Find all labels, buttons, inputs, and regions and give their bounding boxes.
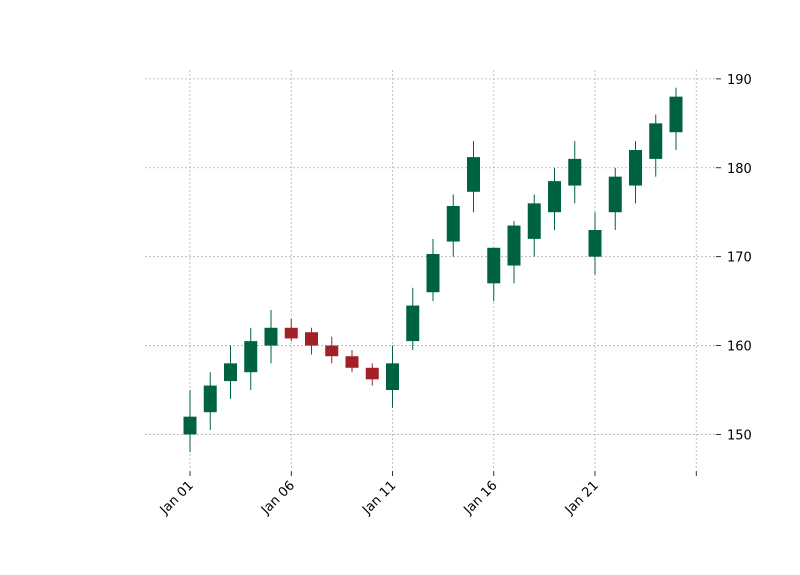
candle-body <box>608 176 622 213</box>
candle-body <box>649 123 663 159</box>
candle-body <box>264 327 278 346</box>
x-tick-label: Jan 16 <box>460 478 500 518</box>
candle-body <box>284 327 298 339</box>
x-tick-label: Jan 06 <box>258 478 298 518</box>
candle-body <box>365 367 379 380</box>
candle-body <box>629 150 642 186</box>
x-tick-label: Jan 21 <box>562 478 602 518</box>
candle-body <box>224 363 237 382</box>
candle-body <box>487 247 501 284</box>
y-tick-label: 170 <box>727 251 752 266</box>
candle-body <box>426 254 440 293</box>
candle-body <box>345 356 359 368</box>
candle-body <box>325 345 339 357</box>
candle-body <box>183 416 197 435</box>
candle-body <box>446 206 460 242</box>
y-tick-label: 190 <box>727 73 752 88</box>
candle-body <box>548 181 561 213</box>
candle-body <box>305 332 318 346</box>
candle-body <box>568 158 582 186</box>
y-tick-label: 150 <box>727 428 752 443</box>
candle-body <box>467 157 480 192</box>
candles <box>183 87 683 453</box>
candle-body <box>588 230 602 257</box>
candle-body <box>244 341 258 373</box>
candle-body <box>406 305 420 342</box>
y-tick-label: 160 <box>727 340 752 355</box>
candle-body <box>527 203 541 239</box>
axes <box>189 78 721 476</box>
candle-body <box>507 225 521 266</box>
candle-body <box>203 385 217 413</box>
x-tick-label: Jan 11 <box>359 478 399 518</box>
y-tick-label: 180 <box>727 162 752 177</box>
candle-body <box>386 363 399 390</box>
x-tick-label: Jan 01 <box>157 478 197 518</box>
candle-body <box>669 96 683 133</box>
tick-labels: 150 160 170 180 190 Jan 01 Jan 06 Jan 11 Jan 16 J… <box>157 73 752 518</box>
